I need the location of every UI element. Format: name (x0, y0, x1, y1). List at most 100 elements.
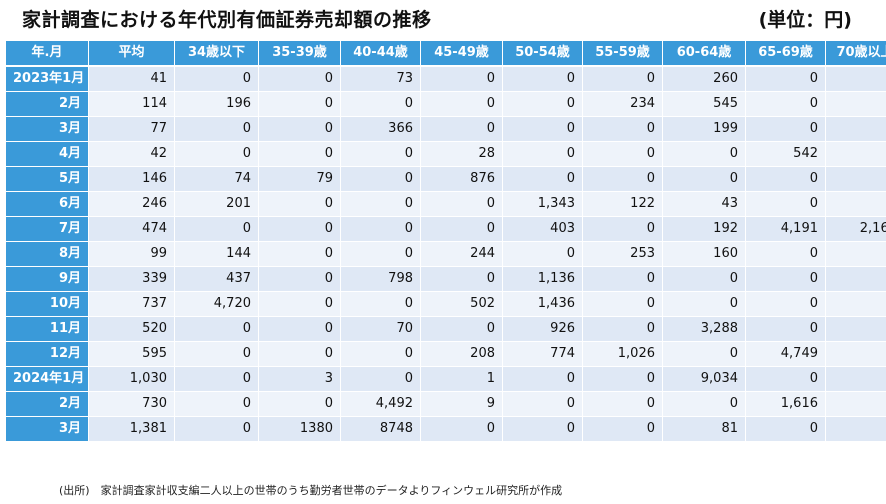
table-row: 4月42000280005420 (5, 141, 886, 167)
table-cell: 246 (88, 191, 175, 217)
table-cell: 122 (582, 191, 663, 217)
table-cell: 0 (420, 91, 503, 117)
table-cell: 70 (340, 316, 421, 342)
table-cell: 1,616 (745, 391, 826, 417)
table-row: 3月770036600019900 (5, 116, 886, 142)
table-cell: 0 (340, 216, 421, 242)
table-cell: 0 (582, 116, 663, 142)
table-cell: 4,749 (745, 341, 826, 367)
table-cell: 0 (502, 65, 583, 92)
table-cell: 0 (174, 116, 259, 142)
table-cell: 1,343 (502, 191, 583, 217)
table-cell: 244 (420, 241, 503, 267)
table-cell: 0 (745, 316, 826, 342)
table-cell: 0 (174, 341, 259, 367)
table-cell: 4,720 (174, 291, 259, 317)
table-cell: 0 (825, 416, 886, 442)
table-cell: 0 (745, 266, 826, 292)
table-cell: 366 (340, 116, 421, 142)
row-label: 2024年1月 (5, 366, 89, 392)
row-label: 2月 (5, 391, 89, 417)
table-cell: 8748 (340, 416, 421, 442)
source-note: (出所) 家計調査家計収支編二人以上の世帯のうち勤労者世帯のデータよりフィンウェ… (59, 484, 563, 497)
table-cell: 0 (502, 116, 583, 142)
column-header: 60-64歳 (662, 40, 746, 67)
table-cell: 0 (662, 391, 746, 417)
table-cell: 0 (662, 341, 746, 367)
table-cell: 41 (88, 65, 175, 92)
column-header: 65-69歳 (745, 40, 826, 67)
table-row: 3月1,3810138087480008100 (5, 416, 886, 442)
table-cell: 4,191 (745, 216, 826, 242)
table-cell: 0 (420, 191, 503, 217)
table-cell: 0 (745, 241, 826, 267)
table-cell: 0 (420, 116, 503, 142)
table-cell: 0 (662, 291, 746, 317)
table-cell: 0 (745, 191, 826, 217)
table-row: 8月9914400244025316000 (5, 241, 886, 267)
table-cell: 0 (258, 241, 341, 267)
table-cell: 0 (582, 316, 663, 342)
table-cell: 0 (340, 166, 421, 192)
table-cell: 0 (258, 216, 341, 242)
table-cell: 0 (420, 416, 503, 442)
table-cell: 595 (88, 341, 175, 367)
table-cell: 0 (502, 241, 583, 267)
table-cell: 0 (340, 366, 421, 392)
table-cell: 0 (174, 366, 259, 392)
column-header: 55-59歳 (582, 40, 663, 67)
header-row: 年.月 平均 34歳以下 35-39歳 40-44歳 45-49歳 50-54歳 55-59歳… (5, 40, 886, 67)
table-cell: 0 (745, 366, 826, 392)
table-cell: 234 (582, 91, 663, 117)
table-cell: 545 (662, 91, 746, 117)
table-cell: 0 (825, 391, 886, 417)
column-header: 34歳以下 (174, 40, 259, 67)
table-cell: 0 (258, 141, 341, 167)
table-cell: 9 (420, 391, 503, 417)
table-cell: 0 (502, 166, 583, 192)
table-cell: 0 (745, 91, 826, 117)
table-cell: 0 (825, 241, 886, 267)
table-cell: 0 (258, 341, 341, 367)
table-cell: 199 (662, 116, 746, 142)
table-cell: 0 (502, 141, 583, 167)
table-cell: 926 (502, 316, 583, 342)
row-label: 5月 (5, 166, 89, 192)
row-label: 10月 (5, 291, 89, 317)
table-cell: 3,288 (662, 316, 746, 342)
table-cell: 774 (502, 341, 583, 367)
row-label: 2月 (5, 91, 89, 117)
row-label: 7月 (5, 216, 89, 242)
table-cell: 474 (88, 216, 175, 242)
table-cell: 0 (825, 316, 886, 342)
table-row: 2月114196000023454500 (5, 91, 886, 117)
row-label: 3月 (5, 116, 89, 142)
table-cell: 114 (88, 91, 175, 117)
table-cell: 0 (662, 266, 746, 292)
table-cell: 4,492 (340, 391, 421, 417)
table-cell: 0 (258, 291, 341, 317)
table-cell: 0 (340, 341, 421, 367)
table-cell: 876 (420, 166, 503, 192)
table-cell: 1,136 (502, 266, 583, 292)
row-label: 9月 (5, 266, 89, 292)
table-cell: 201 (174, 191, 259, 217)
table-cell: 0 (420, 316, 503, 342)
table-cell: 0 (258, 191, 341, 217)
table-cell: 0 (174, 391, 259, 417)
table-cell: 0 (340, 191, 421, 217)
table-cell: 0 (582, 266, 663, 292)
table-cell: 81 (662, 416, 746, 442)
table-cell: 1380 (258, 416, 341, 442)
table-cell: 1 (420, 366, 503, 392)
row-label: 4月 (5, 141, 89, 167)
table-cell: 0 (340, 291, 421, 317)
table-cell: 73 (340, 65, 421, 92)
table-cell: 0 (582, 216, 663, 242)
row-label: 8月 (5, 241, 89, 267)
